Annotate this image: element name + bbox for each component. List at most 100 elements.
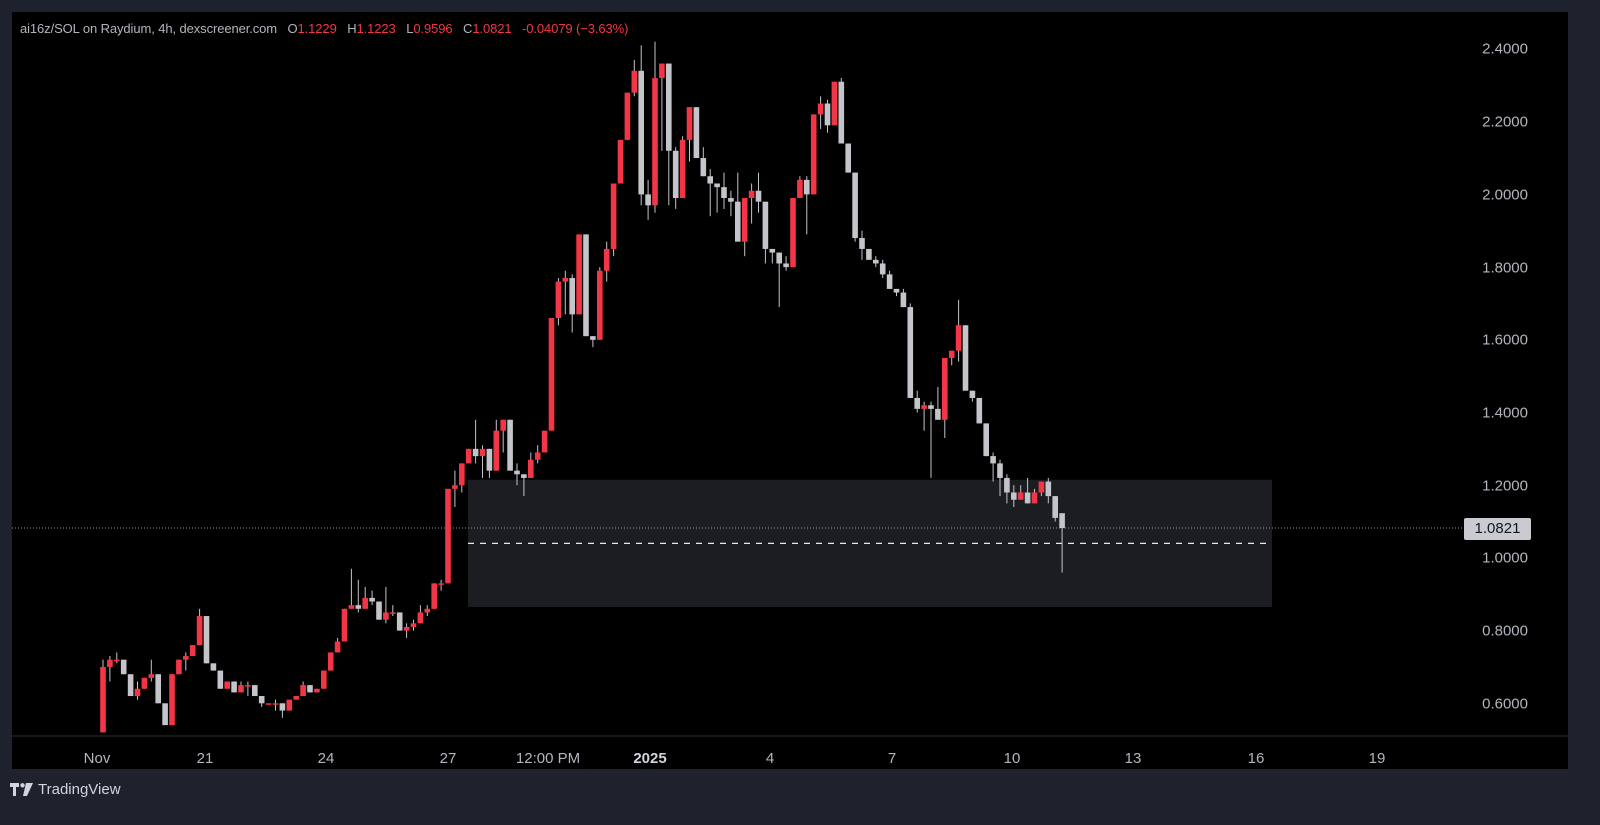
candle-down <box>307 685 313 693</box>
candle-up <box>631 70 638 93</box>
candle-up <box>534 452 541 460</box>
candle-up <box>238 685 244 693</box>
candle-down <box>976 397 983 424</box>
time-tick: 19 <box>1368 750 1386 767</box>
candle-up <box>617 139 624 184</box>
candle-down <box>700 158 707 177</box>
candle-down <box>776 252 782 264</box>
current-price-tag: 1.0821 <box>1464 518 1531 540</box>
price-tick: 2.2000 <box>1482 113 1528 131</box>
candle-up <box>417 612 424 624</box>
candle-up <box>921 405 927 409</box>
candle-up <box>817 103 824 115</box>
symbol-title[interactable]: ai16z/SOL on Raydium, 4h, dexscreener.co… <box>20 21 277 36</box>
candle-up <box>148 674 155 678</box>
candle-up <box>562 278 569 282</box>
candle-up <box>286 699 293 711</box>
candle-up <box>1031 492 1038 504</box>
candle-down <box>514 470 520 475</box>
candle-up <box>500 419 506 431</box>
candle-up <box>445 488 451 584</box>
candle-up <box>107 659 113 667</box>
candle-down <box>279 703 286 711</box>
candle-up <box>224 681 230 689</box>
candle-up <box>1017 492 1024 500</box>
chart-frame <box>12 12 1568 769</box>
candle-down <box>914 397 920 409</box>
candle-up <box>686 107 693 140</box>
candle-down <box>900 292 907 308</box>
candle-up <box>797 179 803 199</box>
candle-down <box>258 696 265 704</box>
candle-up <box>265 703 272 705</box>
candle-down <box>859 238 865 249</box>
candle-down <box>127 674 134 697</box>
candle-down <box>583 234 589 337</box>
candle-up <box>334 641 341 653</box>
candle-up <box>183 656 189 660</box>
candle-up <box>141 677 148 689</box>
low-label: L <box>406 21 414 36</box>
candle-down <box>507 419 513 471</box>
price-tick: 1.2000 <box>1482 477 1528 495</box>
time-tick: Nov <box>83 750 111 767</box>
candle-down <box>804 179 810 195</box>
candle-down <box>590 336 596 340</box>
candle-down <box>376 601 382 620</box>
close-value: 1.0821 <box>472 21 512 36</box>
candle-down <box>521 474 527 478</box>
candle-up <box>424 608 431 613</box>
candle-down <box>355 605 362 609</box>
candle-up <box>176 659 182 675</box>
candle-up <box>327 652 334 671</box>
time-tick: 21 <box>196 750 214 767</box>
tradingview-brand[interactable]: TradingView <box>10 781 121 798</box>
candle-up <box>741 198 748 242</box>
candle-up <box>548 317 555 431</box>
candle-up <box>528 459 534 478</box>
candle-up <box>431 583 437 609</box>
candle-down <box>893 288 900 293</box>
candle-down <box>721 187 727 199</box>
low-value: 0.9596 <box>413 21 453 36</box>
tradingview-logo-icon <box>10 782 33 796</box>
candle-down <box>714 183 720 188</box>
price-tick: 2.0000 <box>1482 186 1528 204</box>
candle-up <box>748 190 755 199</box>
candle-up <box>272 703 279 705</box>
candle-up <box>348 605 355 609</box>
chart-legend: ai16z/SOL on Raydium, 4h, dexscreener.co… <box>20 21 628 36</box>
candle-down <box>1011 492 1017 500</box>
open-value: 1.1229 <box>297 21 337 36</box>
candle-up <box>831 81 838 126</box>
candle-up <box>624 92 631 140</box>
candle-down <box>1004 477 1010 493</box>
candle-up <box>1038 481 1045 493</box>
candle-up <box>403 626 410 631</box>
candle-down <box>962 325 969 391</box>
candle-up <box>493 430 500 471</box>
candle-down <box>645 194 651 206</box>
price-tick: 0.6000 <box>1482 695 1528 713</box>
high-label: H <box>347 21 357 36</box>
candle-down <box>1052 496 1058 518</box>
candle-down <box>735 201 741 242</box>
candle-down <box>396 612 403 631</box>
candle-up <box>410 623 417 627</box>
candle-down <box>907 307 914 398</box>
candle-down <box>638 70 644 195</box>
candle-down <box>873 259 879 264</box>
candle-down <box>707 176 713 184</box>
candle-down <box>969 390 976 398</box>
candle-up <box>245 685 251 687</box>
candle-up <box>114 659 120 662</box>
candle-up <box>362 597 368 609</box>
time-tick: 12:00 PM <box>515 750 581 767</box>
candle-down <box>990 456 996 464</box>
time-tick: 10 <box>1003 750 1021 767</box>
candle-up <box>659 63 665 79</box>
candle-down <box>928 405 934 409</box>
candle-up <box>942 357 948 420</box>
candle-up <box>810 114 817 195</box>
